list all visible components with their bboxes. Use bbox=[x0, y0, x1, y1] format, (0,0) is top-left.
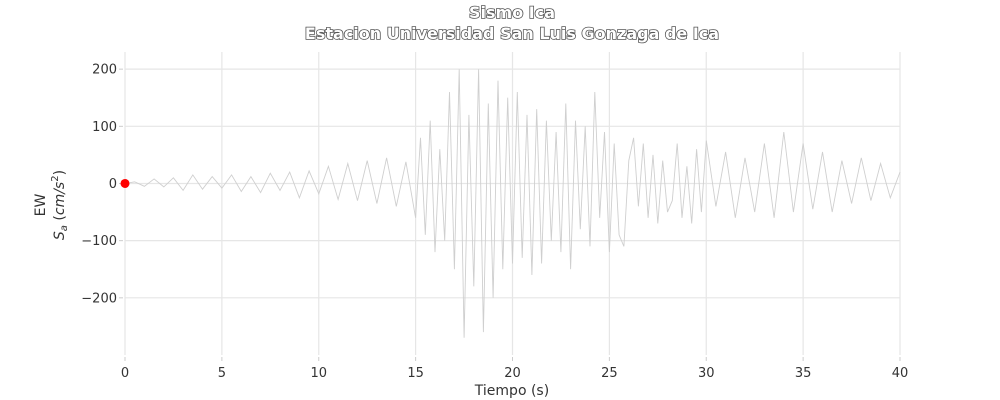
x-tick-label: 0 bbox=[121, 366, 129, 381]
x-tick-label: 35 bbox=[795, 366, 812, 381]
x-tick-label: 40 bbox=[892, 366, 909, 381]
y-axis-ticks: 200 100 0 −100 −200 bbox=[81, 63, 123, 306]
chart-title: Sismo Ica bbox=[469, 3, 555, 22]
x-tick-label: 10 bbox=[310, 366, 327, 381]
grid bbox=[124, 52, 901, 355]
y-tick-label: −200 bbox=[81, 291, 117, 306]
x-tick-label: 30 bbox=[698, 366, 715, 381]
acceleration-series-line bbox=[124, 69, 901, 338]
x-tick-label: 25 bbox=[601, 366, 618, 381]
y-tick-label: 100 bbox=[92, 120, 117, 135]
start-marker-point bbox=[120, 178, 130, 188]
y-tick-label: 200 bbox=[92, 63, 117, 78]
x-tick-label: 15 bbox=[407, 366, 424, 381]
x-axis-label: Tiempo (s) bbox=[474, 383, 549, 399]
y-tick-label: −100 bbox=[81, 234, 117, 249]
y-axis-label-units: Sa (cm/s2) bbox=[50, 170, 70, 240]
series-layer bbox=[120, 69, 901, 338]
chart-subtitle: Estacion Universidad San Luis Gonzaga de… bbox=[305, 24, 719, 43]
y-tick-label: 0 bbox=[109, 177, 117, 192]
y-axis-label-component: EW bbox=[33, 194, 49, 217]
x-tick-label: 20 bbox=[504, 366, 521, 381]
x-tick-label: 5 bbox=[218, 366, 226, 381]
x-axis-ticks: 0 5 10 15 20 25 30 35 40 bbox=[121, 357, 908, 381]
